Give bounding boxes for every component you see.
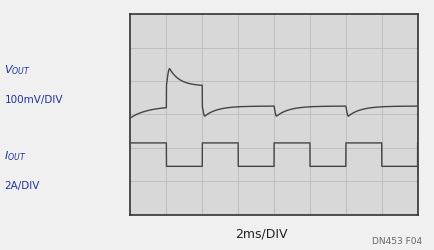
Text: 100mV/DIV: 100mV/DIV bbox=[4, 95, 62, 105]
Text: $V_{OUT}$: $V_{OUT}$ bbox=[4, 63, 31, 77]
Text: 2A/DIV: 2A/DIV bbox=[4, 180, 39, 190]
Text: DN453 F04: DN453 F04 bbox=[371, 236, 421, 245]
Text: 2ms/DIV: 2ms/DIV bbox=[234, 227, 286, 240]
Text: $I_{OUT}$: $I_{OUT}$ bbox=[4, 148, 26, 162]
